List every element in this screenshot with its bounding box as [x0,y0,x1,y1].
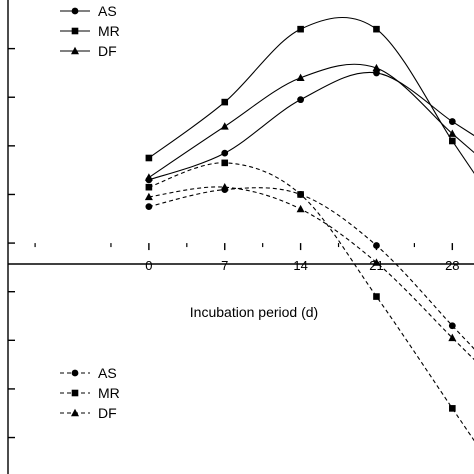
legend-marker-solid-mr [71,27,79,35]
legend-marker-dashed-df [71,408,79,417]
marker-solid-mr-3 [373,25,380,33]
legend-marker-solid-df [71,46,79,55]
marker-dashed-df-3 [372,258,381,266]
legend-top: AS MR DF [60,3,120,59]
marker-solid-mr-1 [221,98,229,106]
marker-dashed-as-0 [145,203,153,211]
series-markers [144,25,457,412]
series-line-solid-mr [148,17,474,174]
marker-dashed-mr-3 [373,293,380,300]
x-tick-label-4: 28 [445,258,459,273]
legend-bottom: AS MR DF [60,365,120,421]
series-line-solid-df [148,63,474,178]
x-tick-label-1: 7 [221,258,228,273]
series-line-dashed-df [148,186,474,361]
marker-solid-as-1 [221,149,229,157]
marker-solid-mr-2 [297,25,304,33]
marker-dashed-df-4 [448,333,457,342]
legend-label-dashed-mr: MR [98,385,120,401]
marker-dashed-mr-0 [145,183,153,191]
marker-solid-df-3 [372,63,381,72]
legend-label-solid-df: DF [98,43,117,59]
marker-dashed-as-3 [373,242,380,249]
marker-dashed-mr-4 [449,405,456,412]
legend-label-solid-mr: MR [98,23,120,39]
marker-dashed-mr-2 [297,191,304,198]
marker-solid-mr-0 [145,154,153,162]
marker-dashed-df-2 [296,204,305,213]
marker-solid-as-4 [448,118,456,125]
marker-solid-df-0 [144,173,153,181]
legend-label-dashed-df: DF [98,405,117,421]
series-lines [148,17,474,442]
legend-label-solid-as: AS [98,3,117,19]
marker-solid-df-1 [220,122,229,130]
marker-dashed-as-4 [448,322,456,330]
legend-label-dashed-as: AS [98,365,117,381]
marker-solid-df-4 [448,129,457,137]
x-ticks: 07142128 [34,243,460,273]
marker-dashed-df-0 [144,192,153,201]
x-tick-label-2: 14 [293,258,307,273]
marker-dashed-df-1 [220,182,229,191]
legend-marker-solid-as [71,7,79,15]
marker-solid-as-2 [297,96,305,104]
series-line-dashed-as [148,187,474,350]
marker-solid-df-2 [296,73,305,81]
y-ticks [8,47,15,439]
marker-solid-mr-4 [449,137,456,145]
legend-marker-dashed-mr [71,389,79,397]
legend-marker-dashed-as [71,369,79,377]
marker-dashed-mr-1 [221,159,229,167]
series-line-solid-as [148,71,474,181]
x-tick-label-0: 0 [145,258,152,273]
x-axis-title: Incubation period (d) [190,304,318,320]
